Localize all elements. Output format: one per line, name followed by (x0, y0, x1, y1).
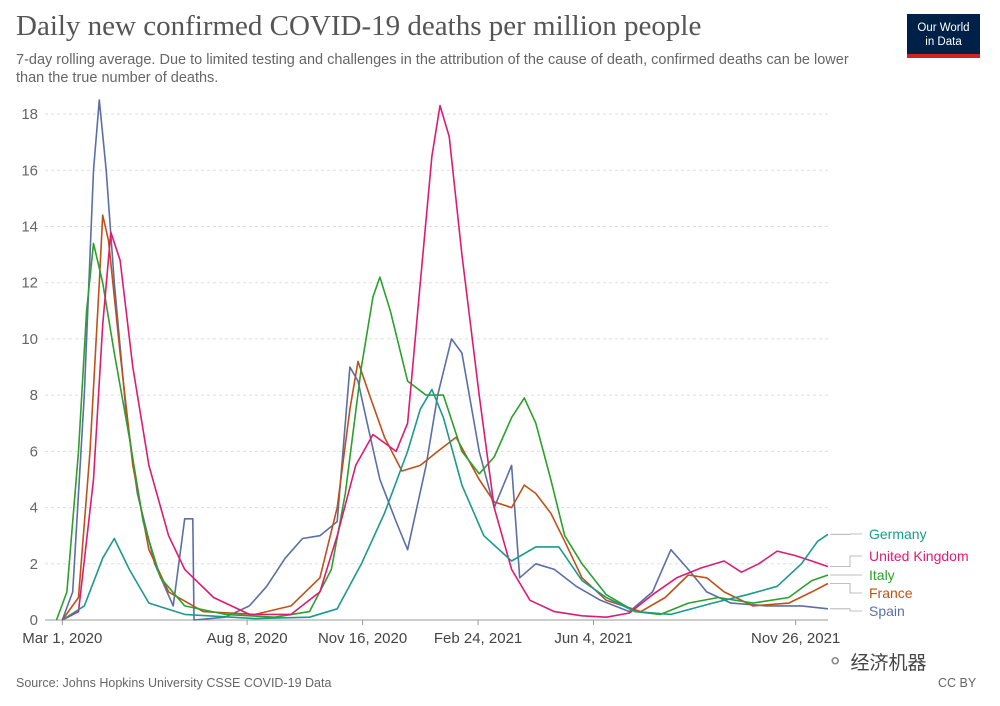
license-link[interactable]: CC BY (938, 676, 977, 690)
y-tick-label: 8 (30, 387, 38, 404)
label-connector (830, 608, 862, 612)
label-connector (830, 583, 862, 594)
series-label-france: France (869, 585, 913, 601)
logo-line-2: in Data (925, 36, 962, 48)
series-label-spain: Spain (869, 603, 905, 619)
owid-logo[interactable]: Our World in Data (907, 14, 980, 58)
x-tick-label: Nov 16, 2020 (318, 630, 407, 647)
logo-line-1: Our World (917, 22, 970, 34)
chart-title: Daily new confirmed COVID-19 deaths per … (16, 10, 702, 42)
series-label-germany: Germany (869, 526, 927, 542)
y-tick-label: 12 (21, 275, 38, 292)
x-tick-label: Mar 1, 2020 (22, 630, 102, 647)
y-tick-label: 16 (21, 162, 38, 179)
series-line-spain (61, 99, 829, 621)
chart-subtitle: 7-day rolling average. Due to limited te… (16, 52, 849, 86)
x-tick-label: Aug 8, 2020 (207, 630, 288, 647)
x-tick-label: Nov 26, 2021 (751, 630, 840, 647)
y-tick-label: 4 (30, 500, 38, 517)
watermark-text: 经济机器 (850, 653, 927, 674)
wechat-icon: ⚬ (826, 649, 845, 674)
series-line-united-kingdom (61, 104, 829, 621)
y-tick-label: 0 (30, 612, 38, 629)
series-label-united-kingdom: United Kingdom (869, 548, 969, 564)
x-tick-label: Jun 4, 2021 (554, 630, 632, 647)
label-connector (830, 555, 862, 567)
source-note: Source: Johns Hopkins University CSSE CO… (16, 676, 332, 690)
series-line-germany (61, 388, 829, 621)
y-tick-label: 2 (30, 556, 38, 573)
x-tick-label: Feb 24, 2021 (434, 630, 522, 647)
series-line-france (61, 214, 829, 621)
y-tick-label: 6 (30, 443, 38, 460)
y-tick-label: 14 (21, 218, 38, 235)
watermark: ⚬ 经济机器 (826, 648, 926, 675)
y-tick-label: 18 (21, 106, 38, 123)
series-label-italy: Italy (869, 567, 895, 583)
y-tick-label: 10 (21, 331, 38, 348)
